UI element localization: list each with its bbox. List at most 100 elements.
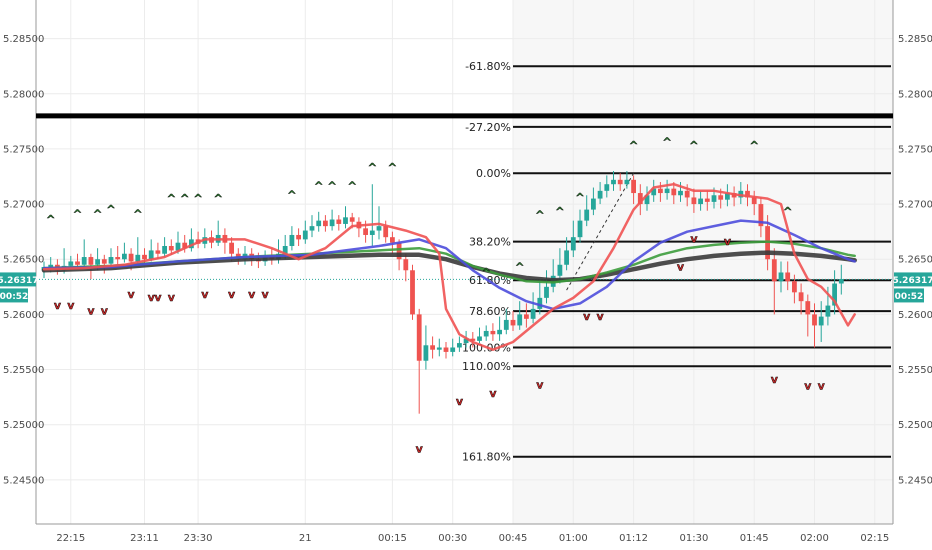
- candle-up[interactable]: [316, 220, 322, 227]
- candle-up[interactable]: [122, 253, 127, 260]
- candle-up[interactable]: [175, 242, 181, 251]
- candle-down[interactable]: [390, 237, 395, 243]
- candle-up[interactable]: [329, 219, 335, 227]
- candle-down[interactable]: [101, 259, 107, 264]
- candle-up[interactable]: [644, 195, 650, 205]
- candle-up[interactable]: [564, 250, 569, 265]
- candle-up[interactable]: [477, 336, 482, 341]
- candle-down[interactable]: [128, 253, 134, 262]
- candle-down[interactable]: [403, 259, 409, 271]
- candle-up[interactable]: [698, 198, 703, 205]
- candle-down[interactable]: [416, 314, 422, 361]
- candle-down[interactable]: [631, 179, 636, 194]
- candle-up[interactable]: [825, 305, 831, 317]
- candle-down[interactable]: [75, 261, 80, 265]
- candle-down[interactable]: [637, 193, 643, 205]
- candle-down[interactable]: [745, 190, 750, 198]
- candle-up[interactable]: [457, 343, 462, 348]
- candle-up[interactable]: [832, 283, 837, 306]
- candle-up[interactable]: [189, 239, 194, 249]
- candle-down[interactable]: [658, 188, 663, 194]
- candle-up[interactable]: [678, 190, 683, 196]
- candle-down[interactable]: [490, 330, 496, 335]
- candle-up[interactable]: [309, 226, 315, 231]
- candle-down[interactable]: [182, 242, 188, 249]
- candle-down[interactable]: [510, 319, 516, 326]
- candle-down[interactable]: [771, 259, 777, 282]
- candle-up[interactable]: [624, 179, 630, 185]
- candle-up[interactable]: [68, 261, 74, 266]
- candle-down[interactable]: [323, 220, 328, 227]
- candle-down[interactable]: [785, 272, 791, 282]
- candle-down[interactable]: [336, 219, 342, 224]
- candle-up[interactable]: [162, 246, 167, 254]
- candle-up[interactable]: [436, 347, 442, 350]
- candle-down[interactable]: [296, 234, 301, 240]
- trend-line[interactable]: [566, 172, 635, 291]
- candle-up[interactable]: [711, 195, 717, 202]
- candle-down[interactable]: [684, 190, 690, 198]
- candle-up[interactable]: [48, 264, 54, 267]
- candle-down[interactable]: [758, 204, 764, 227]
- candle-down[interactable]: [115, 257, 121, 260]
- candle-up[interactable]: [651, 188, 657, 196]
- candle-up[interactable]: [818, 316, 824, 326]
- candle-up[interactable]: [838, 279, 844, 284]
- candle-down[interactable]: [792, 281, 797, 293]
- candle-up[interactable]: [557, 264, 563, 276]
- candle-up[interactable]: [108, 257, 114, 264]
- candle-down[interactable]: [617, 179, 623, 185]
- candle-up[interactable]: [343, 217, 348, 224]
- candle-up[interactable]: [577, 220, 583, 238]
- candle-up[interactable]: [95, 259, 100, 265]
- candle-down[interactable]: [691, 197, 697, 205]
- candle-down[interactable]: [363, 228, 368, 235]
- candle-up[interactable]: [463, 338, 469, 344]
- candle-up[interactable]: [81, 257, 87, 265]
- candle-up[interactable]: [423, 345, 429, 361]
- candle-up[interactable]: [135, 254, 141, 262]
- candle-up[interactable]: [497, 329, 502, 335]
- candle-up[interactable]: [537, 297, 543, 309]
- candle-up[interactable]: [725, 193, 730, 200]
- candle-up[interactable]: [483, 330, 489, 337]
- candle-up[interactable]: [664, 188, 670, 194]
- candle-down[interactable]: [805, 301, 811, 315]
- candle-up[interactable]: [591, 198, 596, 210]
- candle-down[interactable]: [229, 242, 234, 254]
- candle-down[interactable]: [671, 188, 677, 196]
- candle-up[interactable]: [376, 226, 382, 231]
- candle-down[interactable]: [383, 226, 389, 238]
- candle-up[interactable]: [517, 314, 523, 326]
- candle-down[interactable]: [718, 195, 724, 200]
- candle-down[interactable]: [751, 197, 757, 205]
- candle-down[interactable]: [349, 217, 355, 222]
- candle-up[interactable]: [611, 179, 616, 185]
- candle-down[interactable]: [524, 314, 529, 319]
- candle-down[interactable]: [410, 270, 415, 315]
- candle-up[interactable]: [604, 184, 610, 191]
- candle-down[interactable]: [798, 292, 804, 302]
- candle-down[interactable]: [142, 254, 147, 260]
- candle-up[interactable]: [282, 246, 288, 254]
- candle-up[interactable]: [570, 237, 576, 251]
- candle-down[interactable]: [704, 198, 710, 202]
- candle-up[interactable]: [450, 347, 456, 352]
- candle-up[interactable]: [302, 230, 308, 240]
- candle-up[interactable]: [148, 250, 154, 260]
- candle-up[interactable]: [369, 230, 375, 235]
- candle-down[interactable]: [88, 257, 94, 265]
- candle-down[interactable]: [155, 250, 161, 254]
- candle-down[interactable]: [470, 338, 476, 341]
- candle-up[interactable]: [289, 234, 295, 247]
- candle-up[interactable]: [503, 319, 509, 330]
- candle-up[interactable]: [530, 308, 536, 319]
- candle-down[interactable]: [812, 314, 817, 326]
- candle-up[interactable]: [584, 209, 590, 221]
- candle-down[interactable]: [430, 345, 435, 350]
- candle-down[interactable]: [396, 242, 402, 260]
- candle-down[interactable]: [168, 246, 174, 251]
- candle-up[interactable]: [597, 190, 603, 199]
- candle-up[interactable]: [544, 286, 549, 298]
